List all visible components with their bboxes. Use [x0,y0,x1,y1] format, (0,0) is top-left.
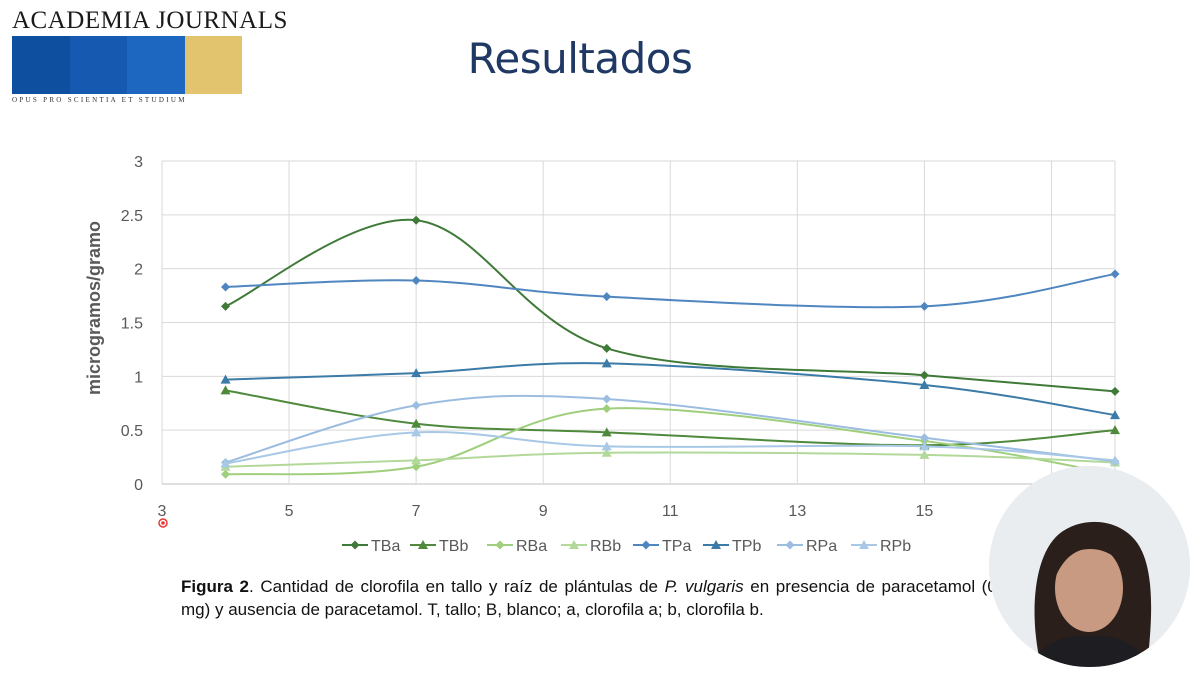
data-point-tba [411,215,421,225]
legend-label: RBa [516,538,547,555]
data-point-rpa [411,400,421,410]
legend-marker [711,540,721,549]
data-point-tpa [411,276,421,286]
data-point-tpb [220,374,231,384]
series-line-rpb [225,430,1116,465]
y-tick-label: 2.5 [121,208,143,225]
data-point-tba [221,301,231,311]
data-point-tpb [411,368,422,378]
data-point-tbb [1110,425,1120,435]
data-point-rpb [411,427,422,437]
data-point-tpa [602,292,612,302]
data-point-rpb [1110,455,1120,465]
x-tick-label: 5 [285,503,294,520]
series-line-rpa [225,394,1116,464]
caption-lead: Figura 2 [181,577,249,596]
data-point-tpb [919,379,930,389]
logo-name: ACADEMIA JOURNALS [12,7,288,34]
data-point-tpa [919,301,929,311]
y-tick-label: 3 [134,154,143,171]
data-point-rpa [919,433,929,443]
x-tick-label: 7 [412,503,421,520]
data-point-rbb [601,447,612,457]
y-tick-label: 2 [134,262,143,279]
data-point-rba [411,462,421,472]
data-point-tpb [1110,410,1120,420]
y-axis-label: microgramos/gramo [84,221,104,395]
data-point-rpb [601,441,612,451]
data-point-tbb [411,418,422,428]
data-point-tpb [601,358,612,368]
series-line-rbb [225,451,1116,468]
data-point-rbb [919,449,930,459]
logo-color-bars [12,36,242,94]
legend-label: RPb [880,538,911,555]
chlorophyll-line-chart: 00.511.522.53357911131517microgramos/gra… [84,154,1120,555]
y-tick-label: 1.5 [121,316,143,333]
data-point-tbb [601,427,612,437]
logo-bar [69,36,127,94]
legend-marker [859,540,869,549]
data-point-tbb [220,385,231,395]
data-point-tba [1110,386,1120,396]
laser-pointer-dot [161,521,165,525]
data-point-rba [221,469,231,479]
y-tick-label: 0 [134,477,143,494]
series-line-tbb [225,389,1116,447]
legend-label: TBa [371,538,400,555]
x-tick-label: 13 [788,503,806,520]
y-tick-label: 0.5 [121,423,143,440]
data-point-tpa [221,282,231,292]
x-tick-label: 11 [662,503,679,520]
data-point-rpb [220,458,231,468]
legend-label: RPa [806,538,837,555]
slide-title: Resultados [467,34,693,83]
logo-bar [184,36,242,94]
logo-bar [127,36,185,94]
y-tick-label: 1 [134,369,143,386]
legend-marker [350,540,360,550]
series-line-tpa [225,273,1116,309]
legend-label: TBb [439,538,468,555]
series-line-tpb [225,362,1116,417]
academia-journals-logo: ACADEMIA JOURNALS OPUS PRO SCIENTIA ET S… [10,4,287,104]
data-point-tba [602,343,612,353]
presenter-avatar [989,466,1190,667]
presenter-webcam [989,466,1190,667]
data-point-rpa [602,394,612,404]
caption-part1: . Cantidad de clorofila en tallo y raíz … [249,577,665,596]
data-point-tpa [1110,269,1120,279]
figure-caption: Figura 2. Cantidad de clorofila en tallo… [181,575,1011,621]
data-point-rbb [411,455,422,465]
laser-pointer-ring [158,518,168,528]
legend-label: TPa [662,538,691,555]
legend-marker [418,540,428,549]
x-tick-label: 15 [916,503,934,520]
caption-species: P. vulgaris [664,577,744,596]
data-point-rba [602,404,612,414]
x-tick-label: 9 [539,503,548,520]
x-tick-label: 3 [158,503,167,520]
legend-marker [569,540,579,549]
legend-marker [641,540,651,550]
data-point-rpb [919,441,930,451]
legend-marker [785,540,795,550]
logo-motto: OPUS PRO SCIENTIA ET STUDIUM [12,96,187,104]
legend-marker [495,540,505,550]
legend-label: TPb [732,538,761,555]
caption-part2: en presencia de paracetamol (0.1 mg) y a… [181,577,1011,619]
data-point-tba [919,370,929,380]
logo-bar [12,36,70,94]
legend-label: RBb [590,538,621,555]
